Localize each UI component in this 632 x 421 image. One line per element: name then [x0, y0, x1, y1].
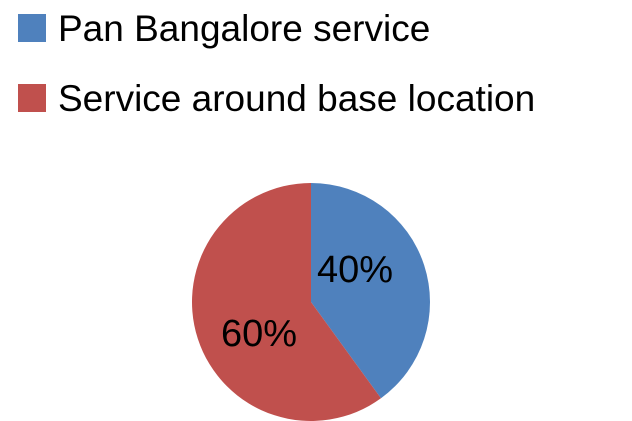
legend-swatch-pan-bangalore [18, 14, 46, 42]
legend-label-base-location: Service around base location [58, 77, 536, 119]
legend-item-pan-bangalore: Pan Bangalore service [18, 4, 535, 52]
legend: Pan Bangalore service Service around bas… [18, 4, 535, 144]
data-label-pan-bangalore: 40% [317, 249, 393, 291]
data-label-base-location: 60% [221, 313, 297, 355]
legend-swatch-base-location [18, 84, 46, 112]
pie-slice-base-location [192, 183, 381, 421]
legend-label-pan-bangalore: Pan Bangalore service [58, 7, 431, 49]
pie-slice-pan-bangalore [311, 183, 431, 399]
legend-item-base-location: Service around base location [18, 74, 535, 122]
